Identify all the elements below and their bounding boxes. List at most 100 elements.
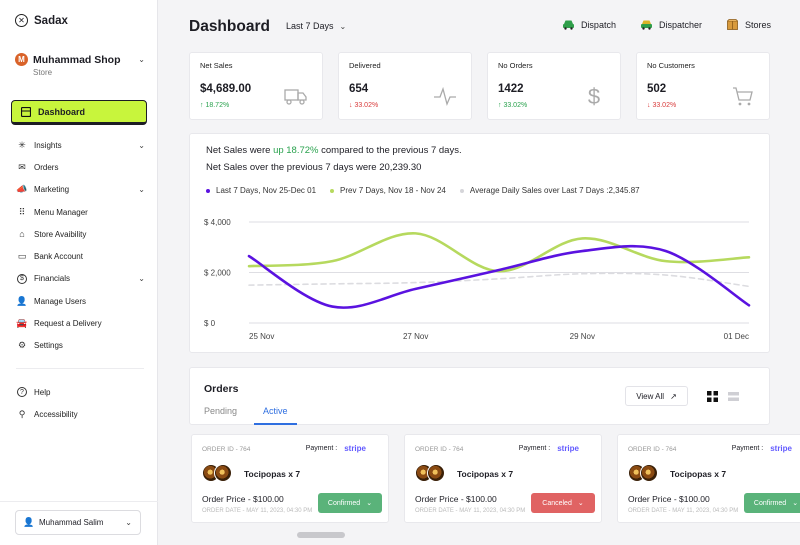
series-line-2[interactable] <box>248 272 750 288</box>
grid-view-icon[interactable] <box>707 391 718 402</box>
stat-delta: ↑ 18.72% <box>200 102 230 109</box>
order-price: Order Price - $100.00 <box>202 494 284 504</box>
tab-active[interactable]: Active <box>263 406 288 416</box>
stat-card-customers: No Customers 502 ↓ 33.02% <box>636 52 770 120</box>
shop-switcher[interactable]: M Muhammad Shop ⌄ Store <box>15 53 145 77</box>
legend-item[interactable]: Last 7 Days, Nov 25-Dec 01 <box>206 186 316 195</box>
active-tab-indicator <box>254 423 297 425</box>
gear-icon: ⚙ <box>17 340 27 351</box>
brand[interactable]: ✕ Sadax <box>15 14 68 27</box>
chevron-down-icon: ⌄ <box>339 21 347 31</box>
stat-value: $4,689.00 <box>200 83 252 95</box>
sidebar-item-label: Dashboard <box>38 106 86 117</box>
order-price: Order Price - $100.00 <box>628 494 710 504</box>
yellow-car-icon <box>640 20 652 30</box>
series-line-0[interactable] <box>247 244 751 309</box>
order-card[interactable]: ORDER ID - 764 Payment : stripe Tocipopas x… <box>404 434 602 523</box>
sidebar-item-accessibility[interactable]: ⚲ Accessibility <box>17 403 145 425</box>
dollar-circle-icon: $ <box>17 273 27 284</box>
order-card[interactable]: ORDER ID - 764 Payment : stripe Tocipopas x… <box>617 434 800 523</box>
food-thumbnail <box>214 464 232 482</box>
stat-card-net-sales: Net Sales $4,689.00 ↑ 18.72% <box>189 52 323 120</box>
arrow-up-right-icon: ↗ <box>670 391 677 401</box>
chevron-down-icon: ⌄ <box>138 55 145 64</box>
sidebar-item-label: Manage Users <box>34 296 87 306</box>
chevron-down-icon: ⌄ <box>138 140 145 150</box>
sidebar-item-label: Request a Delivery <box>34 319 102 329</box>
order-status-button[interactable]: Canceled ⌄ <box>531 493 595 513</box>
shop-subtitle: Store <box>33 68 53 77</box>
dispatch-label: Dispatch <box>580 19 616 30</box>
order-card[interactable]: ORDER ID - 764 Payment : stripe Tocipopas x… <box>191 434 389 523</box>
stores-link[interactable]: Stores <box>726 19 771 30</box>
megaphone-icon: 📣 <box>16 184 28 195</box>
stat-label: Delivered <box>349 61 381 70</box>
date-range-select[interactable]: Last 7 Days ⌄ <box>286 21 346 31</box>
legend-swatch <box>459 188 464 193</box>
stat-delta: ↓ 33.02% <box>349 102 379 109</box>
dispatcher-link[interactable]: Dispatcher <box>640 19 702 30</box>
stat-delta: ↓ 33.02% <box>647 102 677 109</box>
sidebar-item-financials[interactable]: $ Financials ⌄ <box>17 268 145 290</box>
stat-label: No Orders <box>498 61 533 70</box>
legend-item[interactable]: Prev 7 Days, Nov 18 - Nov 24 <box>330 186 446 195</box>
order-price: Order Price - $100.00 <box>415 494 497 504</box>
stat-value: 1422 <box>498 83 524 95</box>
sidebar-item-marketing[interactable]: 📣 Marketing ⌄ <box>16 179 145 201</box>
header-links: Dispatch Dispatcher Stores <box>562 19 771 30</box>
order-date: ORDER DATE - MAY 11, 2023, 04:30 PM <box>628 508 739 514</box>
user-avatar-icon: 👤 <box>23 517 35 527</box>
order-item-images <box>628 464 658 482</box>
order-status-button[interactable]: Confirmed ⌄ <box>318 493 382 513</box>
sidebar-item-request-a-delivery[interactable]: 🚘 Request a Delivery <box>16 312 145 334</box>
stat-label: No Customers <box>647 61 695 70</box>
logo-icon: ✕ <box>15 14 28 27</box>
tab-pending[interactable]: Pending <box>204 406 238 416</box>
payment-info: Payment : stripe <box>731 444 792 453</box>
pulse-icon <box>434 86 456 106</box>
sidebar-item-manage-users[interactable]: 👤 Manage Users <box>16 290 145 312</box>
series-line-1[interactable] <box>247 232 751 273</box>
legend-swatch <box>206 188 210 193</box>
payment-info: Payment : stripe <box>305 444 366 453</box>
truck-icon <box>284 89 307 105</box>
sidebar-item-label: Store Avaibility <box>34 229 87 239</box>
chevron-down-icon: ⌄ <box>138 274 145 284</box>
sidebar-item-help[interactable]: ? Help <box>17 381 145 403</box>
x-tick-label: 27 Nov <box>403 332 428 341</box>
sidebar-item-insights[interactable]: ✳ Insights ⌄ <box>17 134 145 156</box>
order-id: ORDER ID - 764 <box>415 446 464 453</box>
legend-item[interactable]: Average Daily Sales over Last 7 Days :2,… <box>459 186 640 195</box>
stores-label: Stores <box>744 19 771 30</box>
sidebar-item-settings[interactable]: ⚙ Settings <box>17 335 145 357</box>
x-tick-label: 25 Nov <box>249 332 274 341</box>
sales-summary-line1: Net Sales were up 18.72% compared to the… <box>206 145 462 156</box>
chevron-down-icon: ⌄ <box>125 518 132 527</box>
brand-name: Sadax <box>34 14 68 27</box>
sidebar-item-store-avaibility[interactable]: ⌂ Store Avaibility <box>17 223 145 245</box>
page-title: Dashboard <box>189 18 270 35</box>
sidebar-item-label: Help <box>34 387 51 397</box>
food-thumbnail <box>640 464 658 482</box>
user-menu[interactable]: 👤 Muhammad Salim ⌄ <box>15 510 141 535</box>
chart-legend: Last 7 Days, Nov 25-Dec 01 Prev 7 Days, … <box>206 186 640 195</box>
list-view-icon[interactable] <box>728 391 739 402</box>
dispatch-link[interactable]: Dispatch <box>562 19 616 30</box>
stripe-logo: stripe <box>557 444 579 453</box>
horizontal-scrollbar[interactable] <box>297 532 345 538</box>
sidebar-item-orders[interactable]: ✉ Orders <box>17 156 145 178</box>
sidebar-item-label: Settings <box>34 341 63 351</box>
sidebar-item-menu-manager[interactable]: ⠿ Menu Manager <box>17 201 145 223</box>
stripe-logo: stripe <box>344 444 366 453</box>
sidebar: ✕ Sadax M Muhammad Shop ⌄ Store Dashboar… <box>0 0 158 545</box>
legend-swatch <box>330 188 335 193</box>
stat-value: 502 <box>647 83 667 95</box>
order-status-button[interactable]: Confirmed ⌄ <box>744 493 800 513</box>
sidebar-item-bank-account[interactable]: ▭ Bank Account <box>17 245 145 267</box>
sidebar-item-dashboard[interactable]: Dashboard <box>11 100 147 125</box>
chevron-down-icon: ⌄ <box>366 500 373 507</box>
green-car-icon <box>562 20 574 30</box>
view-all-button[interactable]: View All ↗ <box>625 386 688 406</box>
svg-text:$: $ <box>588 85 600 107</box>
order-item: Tocipopas x 7 <box>670 469 727 479</box>
